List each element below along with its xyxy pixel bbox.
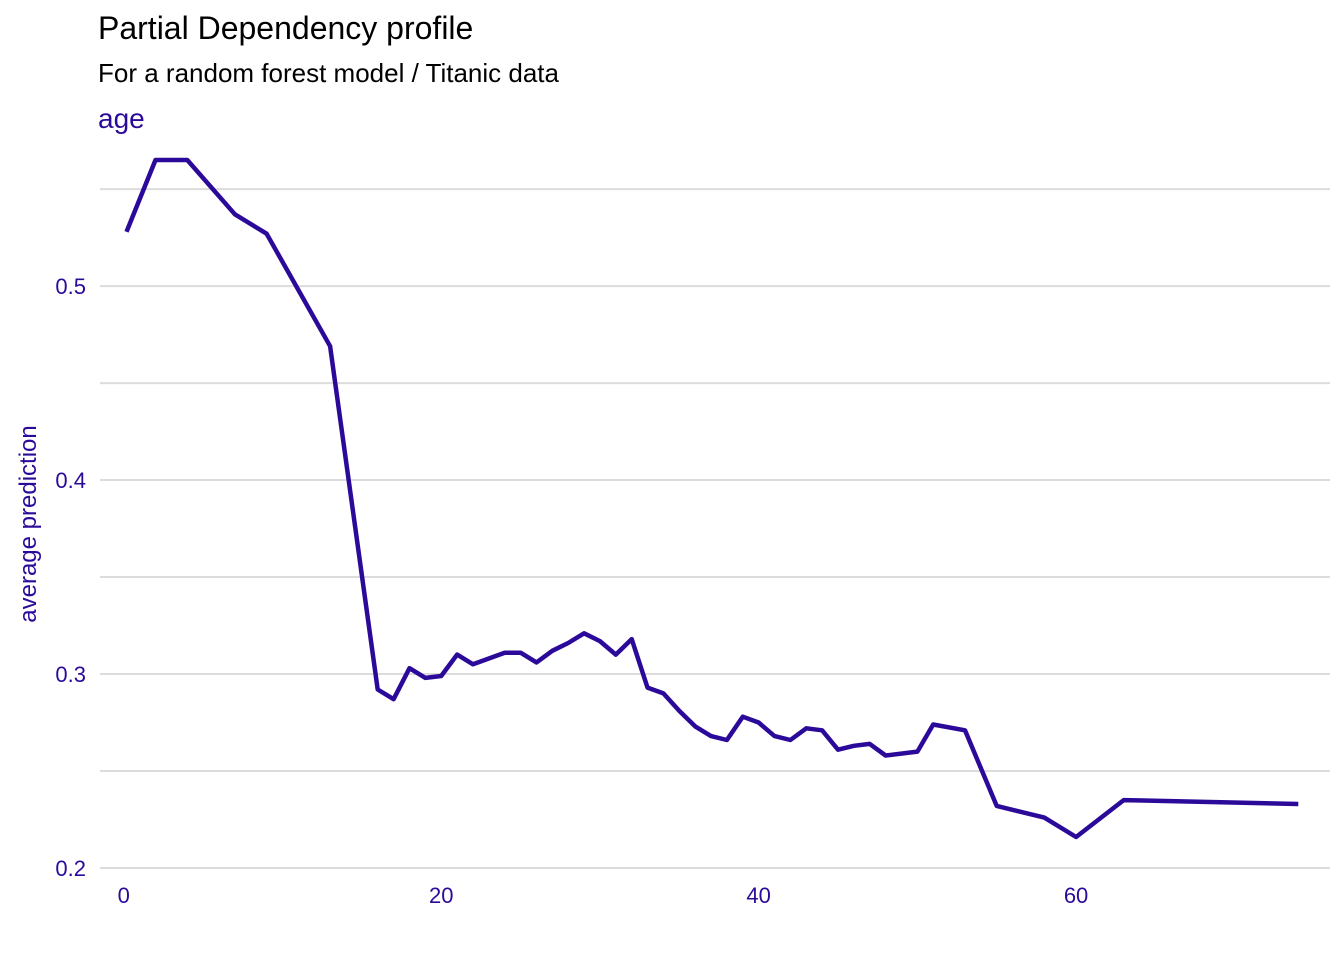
x-tick-label: 20 [429, 883, 453, 908]
x-tick-labels: 0 20 40 60 [118, 883, 1089, 908]
y-tick-label: 0.3 [55, 662, 86, 687]
x-tick-label: 60 [1064, 883, 1088, 908]
series-lines [124, 157, 1299, 840]
y-tick-label: 0.4 [55, 468, 86, 493]
y-axis-label: average prediction [15, 425, 42, 622]
y-tick-label: 0.5 [55, 274, 86, 299]
x-tick-label: 40 [746, 883, 770, 908]
facet-label: age [98, 103, 145, 134]
y-tick-labels: 0.2 0.3 0.4 0.5 [55, 274, 86, 881]
chart-title: Partial Dependency profile [98, 10, 474, 46]
x-tick-label: 0 [118, 883, 130, 908]
series-line [124, 157, 1299, 840]
chart-subtitle: For a random forest model / Titanic data [98, 58, 559, 88]
gridlines [100, 188, 1330, 869]
y-tick-label: 0.2 [55, 856, 86, 881]
